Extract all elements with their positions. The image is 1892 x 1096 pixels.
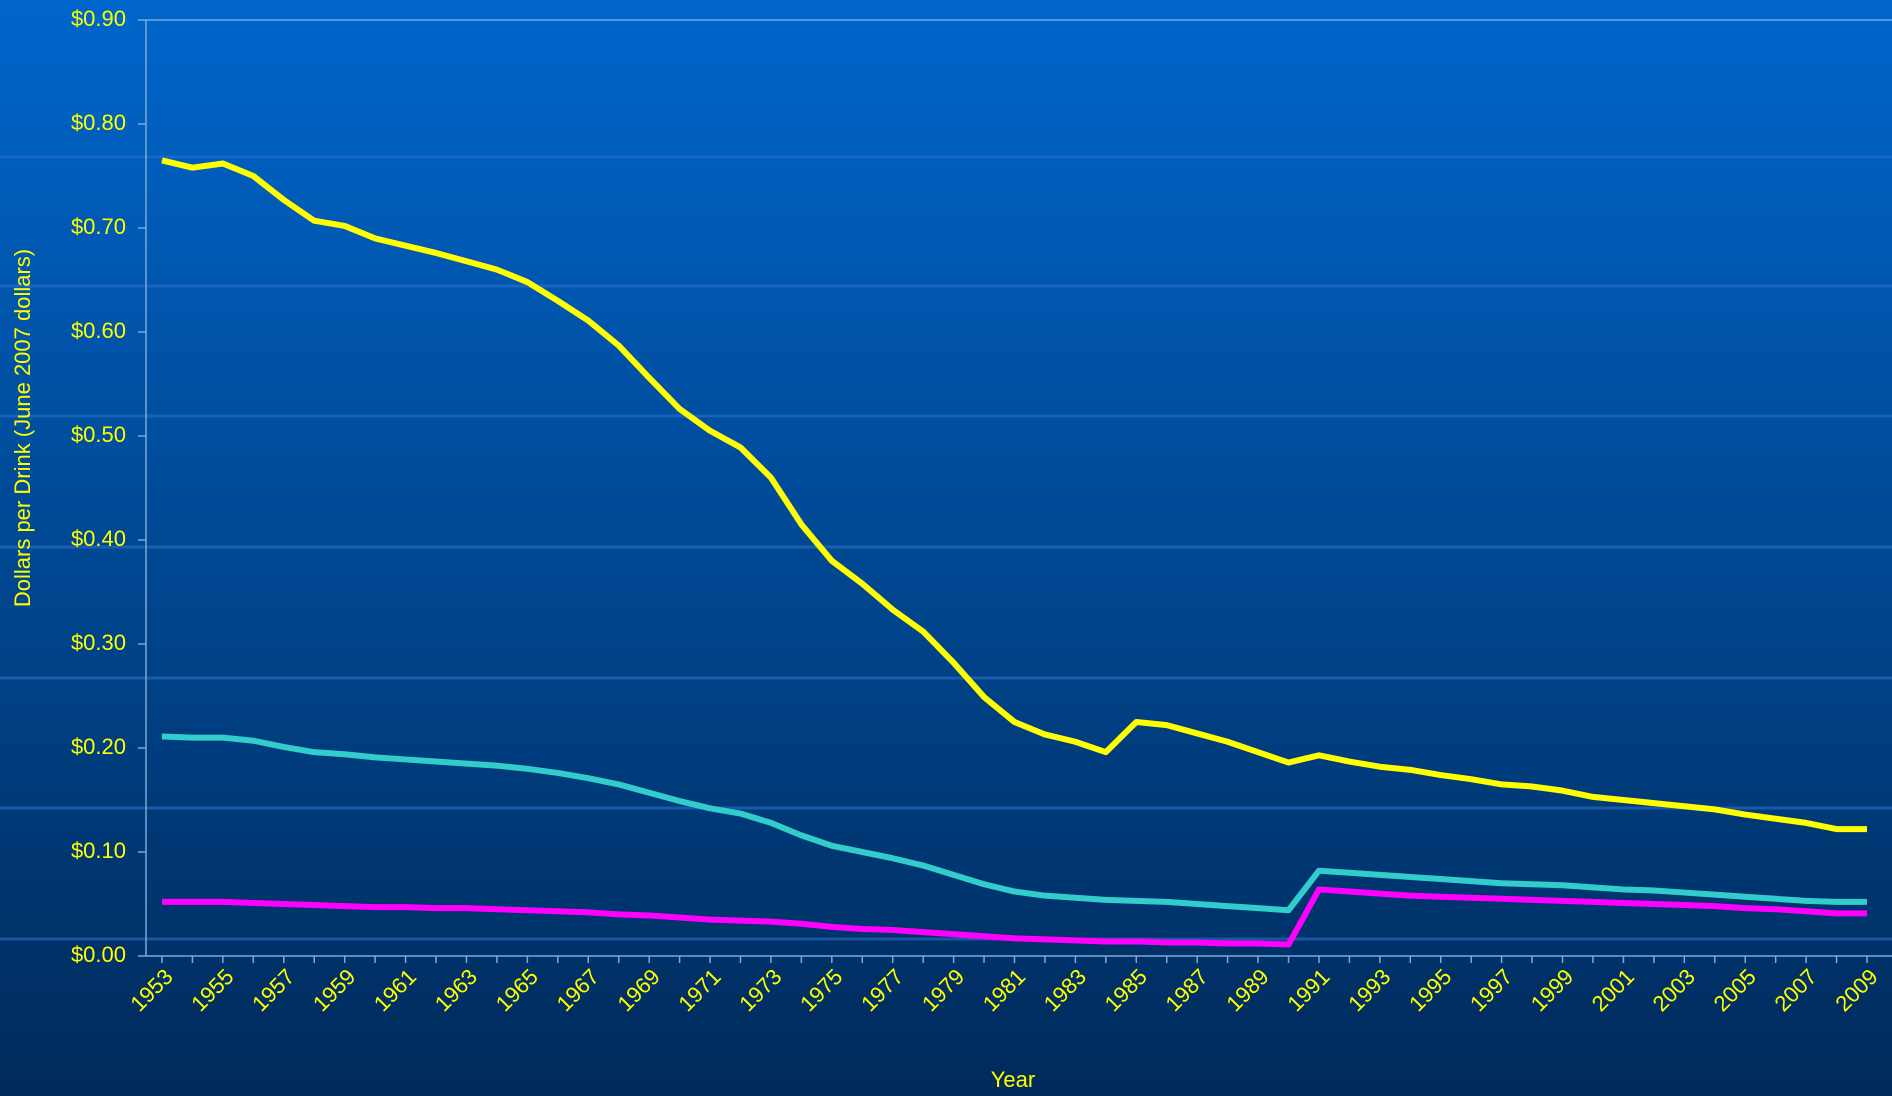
y-tick-label: $0.70 (71, 214, 126, 239)
y-tick-label: $0.30 (71, 630, 126, 655)
y-tick-label: $0.20 (71, 734, 126, 759)
y-tick-label: $0.10 (71, 838, 126, 863)
y-tick-label: $0.80 (71, 110, 126, 135)
series-line (161, 157, 1867, 833)
y-tick-label: $0.60 (71, 318, 126, 343)
series-line (161, 733, 1867, 914)
background-lines (0, 155, 1892, 941)
y-tick-label: $0.50 (71, 422, 126, 447)
y-tick-label: $0.40 (71, 526, 126, 551)
series-line (162, 886, 1867, 948)
y-tick-label: $0.90 (71, 6, 126, 31)
y-axis-title: Dollars per Drink (June 2007 dollars) (10, 249, 35, 607)
x-axis-title: Year (991, 1067, 1035, 1092)
y-tick-label: $0.00 (71, 942, 126, 967)
